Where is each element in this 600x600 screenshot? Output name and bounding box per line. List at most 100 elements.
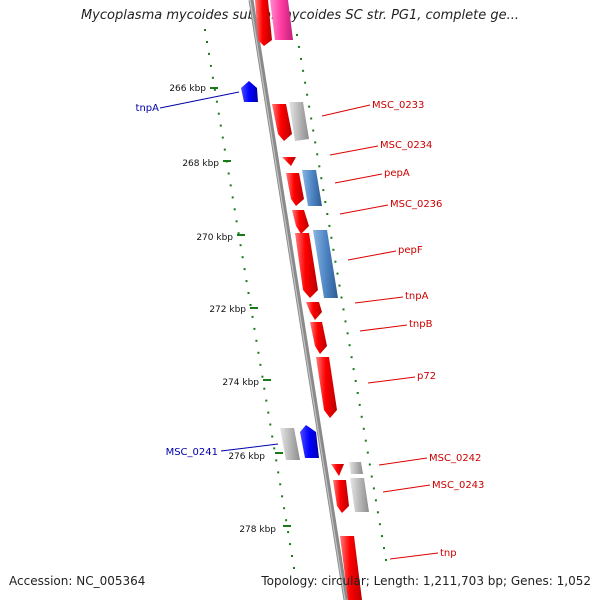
gene-label-tnp[interactable]: tnp — [440, 548, 457, 559]
gene-label-p72[interactable]: p72 — [417, 371, 436, 382]
map-title: Mycoplasma mycoides subsp. mycoides SC s… — [80, 8, 520, 23]
gene-p72[interactable] — [316, 357, 337, 418]
ruler-dot — [215, 100, 218, 103]
ruler-dot — [298, 45, 300, 48]
gene-MSC_0233-red[interactable] — [272, 104, 292, 141]
ruler-dot — [296, 34, 298, 36]
gene-label-MSC_0234[interactable]: MSC_0234 — [380, 140, 432, 151]
gene-label-MSC_0243[interactable]: MSC_0243 — [432, 480, 484, 491]
ruler-dot — [328, 224, 331, 227]
gene-labels: MSC_0233 MSC_0234 pepA MSC_0236 pepF tnp… — [136, 100, 485, 559]
gene-MSC_0241-blue[interactable] — [300, 425, 319, 458]
tick-label-268: 268 kbp — [182, 159, 219, 169]
ruler-dot — [302, 69, 305, 72]
ruler-dot — [346, 332, 349, 335]
ruler-dot — [237, 232, 240, 235]
ruler-dot — [344, 320, 347, 323]
ruler-dot — [358, 403, 361, 406]
gene-label-MSC_0242[interactable]: MSC_0242 — [429, 453, 481, 464]
gene-label-MSC_0236[interactable]: MSC_0236 — [390, 199, 442, 210]
ruler-dot — [269, 423, 272, 426]
gene-MSC_0241-gray[interactable] — [280, 428, 300, 460]
ruler-dot — [312, 129, 315, 132]
gene-top-pink[interactable] — [270, 0, 293, 40]
gene-MSC_0233-gray[interactable] — [289, 102, 309, 141]
ruler-dot — [241, 256, 244, 259]
ruler-dot — [332, 248, 335, 251]
ruler-dot — [255, 339, 258, 342]
ruler-dot — [354, 380, 357, 382]
gene-MSC_0243-gray[interactable] — [350, 478, 369, 512]
ruler-dot — [374, 499, 377, 502]
tick-label-272: 272 kbp — [209, 305, 246, 315]
gene-tnp[interactable] — [340, 536, 362, 600]
gene-label-MSC_0233[interactable]: MSC_0233 — [372, 100, 424, 111]
gene-label-pepF[interactable]: pepF — [398, 245, 423, 256]
ruler-dot — [322, 189, 325, 192]
ruler-dot — [267, 411, 270, 414]
ruler-dot — [316, 153, 319, 156]
gene-pepA-blue[interactable] — [302, 170, 322, 206]
ruler-dot — [275, 459, 278, 462]
gene-features — [241, 0, 369, 600]
ruler-dot — [350, 356, 353, 359]
gene-MSC_0242-red[interactable] — [331, 464, 344, 476]
accession-text: Accession: NC_005364 — [9, 574, 146, 588]
ruler-dot — [217, 112, 220, 115]
ruler-dot — [233, 208, 236, 211]
ruler-dot — [259, 363, 262, 366]
ruler-dot — [221, 136, 224, 139]
gene-label-pepA[interactable]: pepA — [384, 168, 410, 179]
ruler-dot — [352, 368, 355, 371]
ruler-dot — [362, 427, 365, 430]
ruler-dot — [208, 52, 210, 55]
ruler-dot — [376, 511, 379, 514]
gene-label-tnpA-right[interactable]: tnpA — [405, 291, 429, 302]
gene-label-tnpB[interactable]: tnpB — [409, 319, 433, 330]
gene-label-MSC_0241[interactable]: MSC_0241 — [166, 447, 218, 458]
tick-label-270: 270 kbp — [196, 233, 233, 243]
ruler-dot — [300, 57, 302, 60]
gene-label-tnpA-left[interactable]: tnpA — [136, 103, 160, 114]
ruler-dot — [370, 475, 373, 478]
gene-tnpA-left[interactable] — [241, 81, 258, 102]
ruler-dot — [293, 567, 295, 569]
gene-MSC_0243-red[interactable] — [333, 480, 349, 513]
ruler-dot — [381, 535, 383, 538]
gene-top-red[interactable] — [255, 0, 272, 46]
ruler-dot — [231, 196, 234, 199]
ruler-dot — [279, 483, 282, 486]
tick-label-276: 276 kbp — [228, 452, 265, 462]
ruler-dot — [366, 451, 369, 454]
ruler-dot — [334, 260, 337, 263]
ruler-dot — [324, 201, 327, 203]
ruler-dot — [308, 105, 311, 108]
ruler-dot — [378, 523, 381, 526]
ruler-dot — [235, 220, 238, 223]
gene-pepF-blue[interactable] — [313, 230, 338, 298]
ruler-dot — [211, 76, 214, 79]
ruler-dot — [291, 555, 293, 557]
gene-MSC_0236[interactable] — [292, 210, 309, 234]
ruler-dot — [247, 292, 250, 294]
ruler-dot — [289, 543, 291, 546]
gene-pepA-red[interactable] — [286, 173, 304, 206]
ruler-dot — [281, 495, 284, 498]
ruler-dot — [320, 177, 323, 180]
ruler-dot — [306, 93, 309, 96]
ruler-dot — [330, 236, 333, 239]
ruler-dot — [340, 296, 343, 299]
ruler-dot — [304, 81, 307, 84]
ruler-dot — [227, 172, 230, 175]
ruler-dot — [253, 327, 256, 330]
ruler-dot — [257, 351, 260, 354]
ruler-dot — [265, 399, 268, 402]
gene-MSC_0242-gray[interactable] — [349, 462, 363, 474]
tick-label-274: 274 kbp — [222, 378, 259, 388]
ruler-dot — [285, 519, 288, 522]
gene-tnpB[interactable] — [310, 322, 327, 354]
gene-pepF-red[interactable] — [295, 233, 318, 298]
gene-tnpA-right[interactable] — [306, 302, 322, 320]
ruler-tick-labels: 266 kbp 268 kbp 270 kbp 272 kbp 274 kbp … — [169, 84, 276, 535]
gene-MSC_0234[interactable] — [282, 157, 296, 166]
